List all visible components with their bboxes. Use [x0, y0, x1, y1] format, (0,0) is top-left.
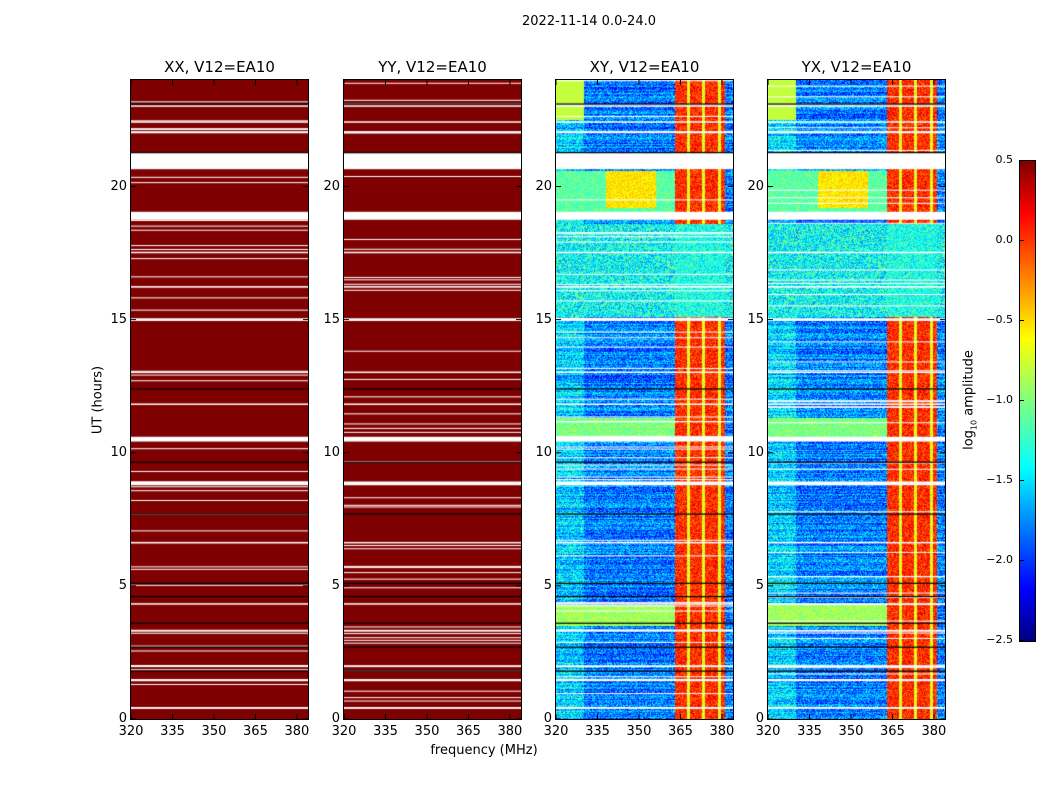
y-tick-label: 0: [331, 711, 340, 726]
panel-title-yy: YY, V12=EA10: [378, 58, 487, 76]
colorbar-tick-label: 0.0: [995, 233, 1014, 246]
y-tick-label: 15: [535, 311, 552, 327]
x-tick-label: 350: [838, 724, 864, 739]
y-tick-label: 20: [535, 178, 552, 194]
axis-ticks: [556, 80, 733, 719]
y-tick-label: 20: [323, 178, 340, 194]
colorbar-tick-mark: [1020, 480, 1024, 481]
x-tick-label: 350: [414, 724, 440, 739]
x-tick-label: 350: [201, 724, 227, 739]
heatmap-xy-image: [556, 80, 733, 719]
y-tick-label: 0: [755, 711, 764, 726]
x-tick-label: 380: [497, 724, 523, 739]
colorbar-tick-label: −0.5: [986, 313, 1013, 326]
colorbar: [1019, 160, 1036, 642]
axis-ticks: [131, 80, 308, 719]
heatmap-xx: [130, 79, 309, 720]
colorbar-tick-label: −2.0: [986, 553, 1013, 566]
x-tick-label: 380: [709, 724, 735, 739]
y-tick-label: 0: [118, 711, 127, 726]
heatmap-xy: [555, 79, 734, 720]
heatmap-yy-image: [344, 80, 521, 719]
x-tick-label: 320: [118, 724, 144, 739]
y-tick-label: 5: [331, 577, 340, 593]
colorbar-tick-label: −2.5: [986, 633, 1013, 646]
y-tick-label: 20: [747, 178, 764, 194]
panel-title-yx: YX, V12=EA10: [801, 58, 912, 76]
y-axis-label: UT (hours): [90, 365, 106, 435]
y-tick-label: 5: [118, 577, 127, 593]
colorbar-tick-mark: [1020, 160, 1024, 161]
x-tick-label: 365: [880, 724, 905, 739]
y-tick-label: 5: [755, 577, 764, 593]
axis-ticks: [768, 80, 945, 719]
colorbar-label: log10 amplitude: [962, 350, 979, 450]
colorbar-tick-label: −1.5: [986, 473, 1013, 486]
x-tick-label: 320: [543, 724, 569, 739]
x-tick-label: 365: [243, 724, 268, 739]
y-tick-label: 15: [747, 311, 764, 327]
x-tick-label: 380: [284, 724, 310, 739]
x-tick-label: 350: [626, 724, 652, 739]
y-tick-label: 20: [110, 178, 127, 194]
colorbar-tick-mark: [1020, 560, 1024, 561]
y-tick-label: 10: [323, 444, 340, 460]
colorbar-label-prefix: log: [961, 430, 977, 450]
colorbar-tick-mark: [1020, 320, 1024, 321]
x-tick-label: 365: [456, 724, 481, 739]
colorbar-tick-label: −1.0: [986, 393, 1013, 406]
x-axis-label: frequency (MHz): [430, 743, 538, 758]
colorbar-label-subscript: 10: [969, 419, 979, 431]
x-tick-label: 335: [797, 724, 822, 739]
colorbar-tick-label: 0.5: [995, 153, 1014, 166]
x-tick-label: 320: [331, 724, 357, 739]
panel-title-xx: XX, V12=EA10: [164, 58, 275, 76]
x-tick-label: 320: [755, 724, 781, 739]
colorbar-tick-mark: [1020, 400, 1024, 401]
heatmap-yx-image: [768, 80, 945, 719]
y-tick-label: 0: [543, 711, 552, 726]
x-tick-label: 365: [668, 724, 693, 739]
heatmap-yx: [767, 79, 946, 720]
figure-suptitle: 2022-11-14 0.0-24.0: [522, 14, 656, 29]
heatmap-xx-image: [131, 80, 308, 719]
y-tick-label: 10: [110, 444, 127, 460]
x-tick-label: 335: [373, 724, 398, 739]
y-tick-label: 15: [110, 311, 127, 327]
y-tick-label: 15: [323, 311, 340, 327]
y-tick-label: 5: [543, 577, 552, 593]
colorbar-label-suffix: amplitude: [961, 350, 977, 420]
x-tick-label: 380: [921, 724, 947, 739]
x-tick-label: 335: [160, 724, 185, 739]
axis-ticks: [344, 80, 521, 719]
y-tick-label: 10: [747, 444, 764, 460]
heatmap-yy: [343, 79, 522, 720]
colorbar-tick-mark: [1020, 240, 1024, 241]
x-tick-label: 335: [585, 724, 610, 739]
panel-title-xy: XY, V12=EA10: [589, 58, 700, 76]
colorbar-tick-mark: [1020, 640, 1024, 641]
y-tick-label: 10: [535, 444, 552, 460]
